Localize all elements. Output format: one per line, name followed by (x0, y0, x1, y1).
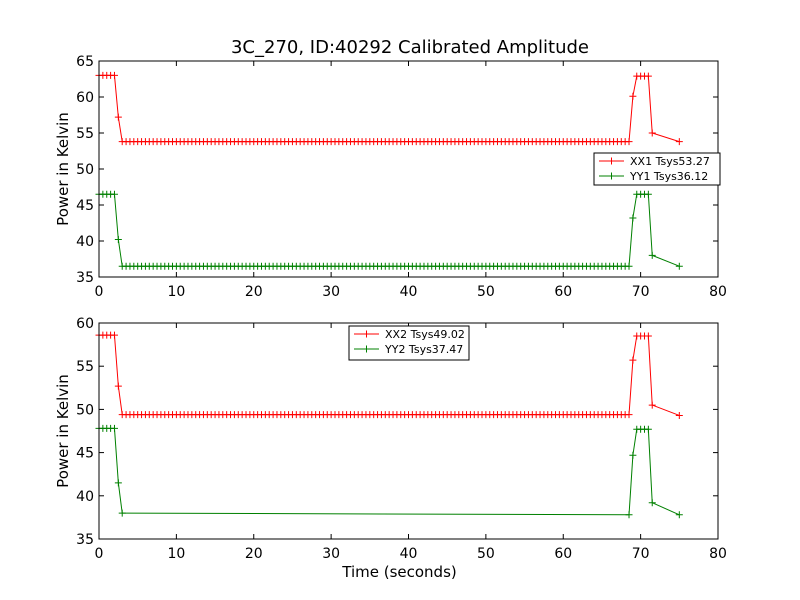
legend-label: XX1 Tsys53.27 (630, 155, 710, 168)
x-tick-label: 10 (167, 546, 185, 562)
figure-title: 3C_270, ID:40292 Calibrated Amplitude (231, 37, 589, 58)
data-point (110, 424, 118, 432)
data-point (110, 190, 118, 198)
legend: XX2 Tsys49.02 YY2 Tsys37.47 (348, 325, 470, 361)
x-tick-label: 80 (709, 546, 727, 562)
data-point (625, 262, 633, 270)
legend-marker (363, 330, 370, 338)
legend: XX1 Tsys53.27 YY1 Tsys36.12 (593, 152, 721, 186)
y-tick-label: 45 (76, 446, 94, 462)
legend-box (348, 325, 470, 361)
x-tick-label: 80 (709, 284, 727, 300)
y-tick-label: 60 (76, 316, 94, 332)
x-tick-label: 20 (245, 284, 263, 300)
data-point (644, 72, 652, 80)
legend-label: XX2 Tsys49.02 (385, 328, 465, 341)
data-point (648, 401, 656, 409)
chart-panel-2: 0 10 20 30 40 50 60 70 80 35 40 45 50 55 60 Power in Ke… (54, 316, 727, 581)
data-point (644, 425, 652, 433)
y-tick-label: 55 (76, 359, 94, 375)
x-tick-label: 70 (632, 284, 650, 300)
x-tick-label: 20 (245, 546, 263, 562)
y-tick-label: 65 (76, 54, 94, 70)
data-point (625, 138, 633, 146)
x-tick-label: 60 (554, 284, 572, 300)
data-point (114, 382, 122, 390)
data-point (625, 411, 633, 419)
data-point (629, 214, 637, 222)
data-point (118, 509, 126, 517)
x-tick-label: 30 (322, 284, 340, 300)
legend-marker (608, 157, 615, 165)
data-point (675, 138, 683, 146)
x-tick-label: 0 (95, 284, 104, 300)
data-point (110, 331, 118, 339)
data-point (648, 251, 656, 259)
legend-label: YY1 Tsys36.12 (629, 170, 708, 183)
y-tick-label: 60 (76, 90, 94, 106)
y-axis-label: Power in Kelvin (54, 374, 72, 488)
x-tick-label: 50 (477, 546, 495, 562)
y-tick-label: 55 (76, 126, 94, 142)
y-tick-label: 40 (76, 234, 94, 250)
data-point (625, 511, 633, 519)
x-tick-label: 50 (477, 284, 495, 300)
x-tick-label: 0 (95, 546, 104, 562)
x-tick-label: 40 (400, 546, 418, 562)
legend-label: YY2 Tsys37.47 (384, 343, 463, 356)
y-tick-label: 50 (76, 162, 94, 178)
data-point (675, 411, 683, 419)
data-point (675, 262, 683, 270)
x-tick-label: 40 (400, 284, 418, 300)
legend-marker (363, 345, 370, 353)
data-point (648, 499, 656, 507)
x-tick-label: 70 (632, 546, 650, 562)
y-tick-label: 50 (76, 402, 94, 418)
data-point (629, 451, 637, 459)
x-tick-label: 30 (322, 546, 340, 562)
data-point (629, 92, 637, 100)
data-point (114, 113, 122, 121)
y-tick-label: 40 (76, 489, 94, 505)
data-point (675, 511, 683, 519)
y-tick-label: 45 (76, 198, 94, 214)
legend-marker (608, 172, 615, 180)
data-point (644, 332, 652, 340)
data-point (629, 356, 637, 364)
y-tick-label: 35 (76, 532, 94, 548)
x-tick-label: 10 (167, 284, 185, 300)
data-point (110, 71, 118, 79)
legend-box (593, 152, 721, 186)
x-axis-label: Time (seconds) (341, 563, 457, 581)
x-tick-label: 60 (554, 546, 572, 562)
chart-panel-1: 0 10 20 30 40 50 60 70 80 35 40 45 50 55 60 65 Power in … (54, 54, 727, 300)
data-point (114, 236, 122, 244)
data-point (648, 129, 656, 137)
y-tick-label: 35 (76, 270, 94, 286)
data-point (114, 479, 122, 487)
y-axis-label: Power in Kelvin (54, 112, 72, 226)
data-point (644, 190, 652, 198)
